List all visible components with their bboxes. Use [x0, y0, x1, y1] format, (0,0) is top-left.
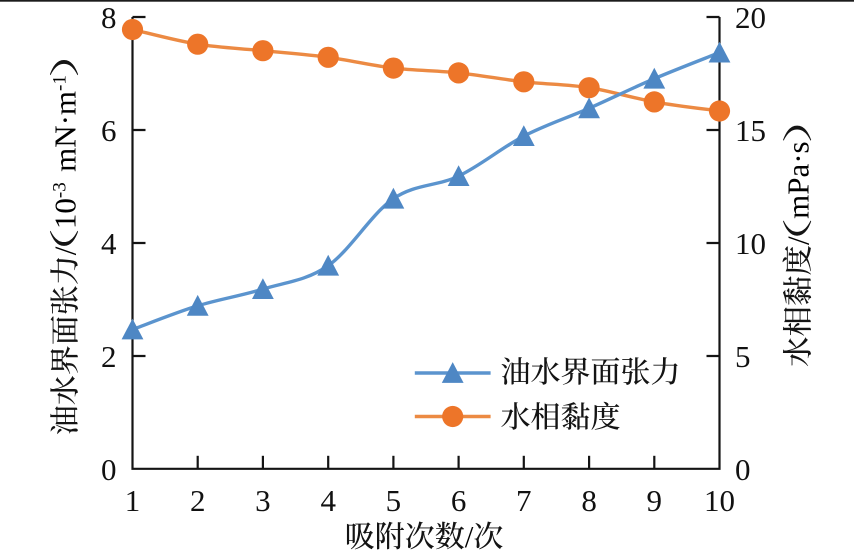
- svg-text:6: 6: [451, 483, 467, 518]
- svg-text:2: 2: [101, 339, 117, 374]
- svg-text:8: 8: [581, 483, 597, 518]
- svg-text:0: 0: [735, 452, 751, 487]
- svg-text:4: 4: [101, 226, 117, 261]
- svg-text:mN·m: mN·m: [47, 91, 82, 172]
- svg-text:20: 20: [735, 0, 766, 35]
- svg-text:/: /: [465, 519, 474, 554]
- svg-text:0: 0: [101, 452, 117, 487]
- svg-text:9: 9: [647, 483, 663, 518]
- svg-text:8: 8: [101, 0, 117, 35]
- svg-text:-1: -1: [49, 75, 70, 91]
- svg-text:1: 1: [125, 483, 141, 518]
- svg-text:4: 4: [320, 483, 336, 518]
- svg-text:/: /: [781, 236, 816, 245]
- svg-text:3: 3: [255, 483, 271, 518]
- svg-text:10: 10: [704, 483, 735, 518]
- svg-text:7: 7: [516, 483, 532, 518]
- svg-text:6: 6: [101, 113, 117, 148]
- svg-text:15: 15: [735, 113, 766, 148]
- svg-text:5: 5: [386, 483, 402, 518]
- svg-text:10: 10: [735, 226, 766, 261]
- svg-text:/: /: [47, 246, 82, 255]
- svg-text:10: 10: [47, 198, 82, 229]
- svg-text:-3: -3: [49, 182, 70, 198]
- svg-text:2: 2: [190, 483, 206, 518]
- svg-text:mPa·s: mPa·s: [781, 141, 816, 219]
- svg-text:5: 5: [735, 339, 751, 374]
